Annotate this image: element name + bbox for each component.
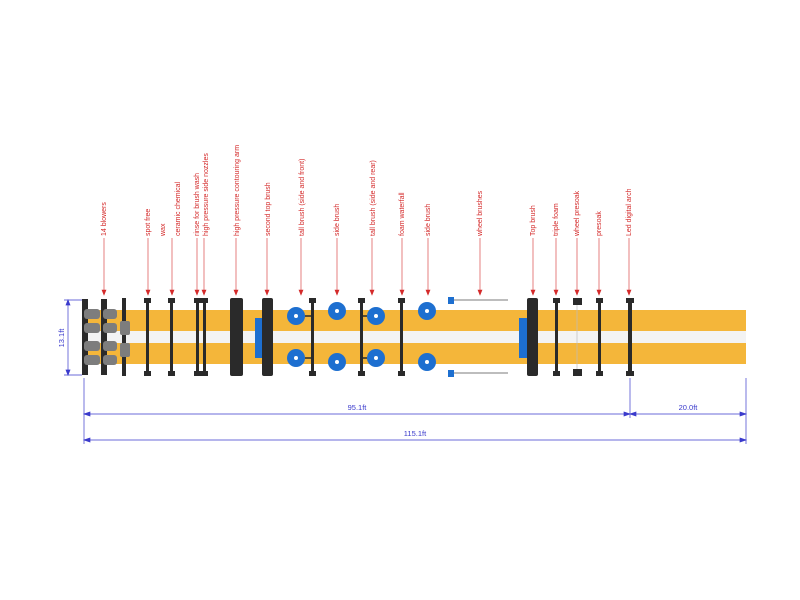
track-top: [84, 310, 746, 331]
brush-tall-rear-top: [367, 307, 385, 325]
callout-pointers: [101, 238, 632, 296]
thin-arches: [144, 298, 634, 376]
dim-width-label: 13.1ft: [57, 328, 66, 348]
brush-tall-rear-bottom: [367, 349, 385, 367]
label-spot-free: spot free: [145, 209, 152, 236]
dimension-labels: 13.1ft 95.1ft 20.0ft 115.1ft: [57, 328, 698, 438]
blowers-unit: [82, 298, 130, 376]
label-14-blowers: 14 blowers: [101, 202, 108, 236]
dim-machine-length-label: 95.1ft: [348, 403, 368, 412]
label-top-brush: Top brush: [530, 205, 537, 236]
label-triple-foam: triple foam: [553, 203, 560, 236]
label-second-top-brush: second top brush: [265, 182, 272, 236]
arch-presoak: [596, 298, 603, 376]
label-wheel-brushes: wheel brushes: [477, 190, 484, 237]
second-top-brush: [255, 298, 273, 376]
arch-rinse: [201, 298, 208, 376]
top-brush-unit: [519, 298, 538, 376]
brush-side-1-top: [328, 302, 346, 320]
label-side-brush-2: side brush: [425, 204, 432, 236]
brush-side-2-bottom: [418, 353, 436, 371]
label-wheel-presoak: wheel presoak: [574, 190, 581, 237]
arch-spot-free: [144, 298, 151, 376]
label-led-digital-arch: Led digital arch: [626, 188, 633, 236]
brush-tall-front-top: [287, 307, 305, 325]
arch-ceramic: [194, 298, 201, 376]
conveyor-tracks: [84, 310, 746, 364]
label-wax: wax: [160, 223, 167, 237]
wheel-presoak-unit: [573, 298, 582, 376]
label-foam-waterfall: foam waterfall: [399, 192, 406, 236]
track-bottom: [84, 343, 746, 364]
arch-tall-rear: [358, 298, 365, 376]
equipment-labels: 14 blowers spot free wax ceramic chemica…: [101, 145, 633, 237]
arch-foam-waterfall: [398, 298, 405, 376]
wheel-brushes-unit: [448, 297, 508, 377]
dim-extension-label: 20.0ft: [679, 403, 699, 412]
equipment: [82, 297, 634, 377]
brush-side-2-top: [418, 302, 436, 320]
arch-triple-foam: [553, 298, 560, 376]
dimension-lines: [64, 299, 748, 444]
label-presoak: presoak: [596, 211, 603, 236]
brush-side-1-bottom: [328, 353, 346, 371]
arch-led-digital: [626, 298, 634, 376]
brush-tall-front-bottom: [287, 349, 305, 367]
label-tall-brush-rear: tall brush (side and rear): [370, 160, 377, 236]
round-brushes: [287, 302, 436, 371]
label-tall-brush-front: tall brush (side and front): [299, 159, 306, 236]
label-hp-side-nozzles: high pressure side nozzles: [203, 153, 210, 236]
label-ceramic-chemical: ceramic chemical: [175, 181, 182, 236]
arch-hp-contouring: [230, 298, 243, 376]
arch-wax: [168, 298, 175, 376]
arch-tall-front: [309, 298, 316, 376]
label-rinse-brush-wash: rinse for brush wash: [194, 173, 201, 236]
track-gap: [84, 331, 746, 343]
label-side-brush-1: side brush: [334, 204, 341, 236]
label-hp-contouring-arm: high pressure contouring arm: [234, 145, 241, 236]
dim-total-length-label: 115.1ft: [404, 429, 427, 438]
